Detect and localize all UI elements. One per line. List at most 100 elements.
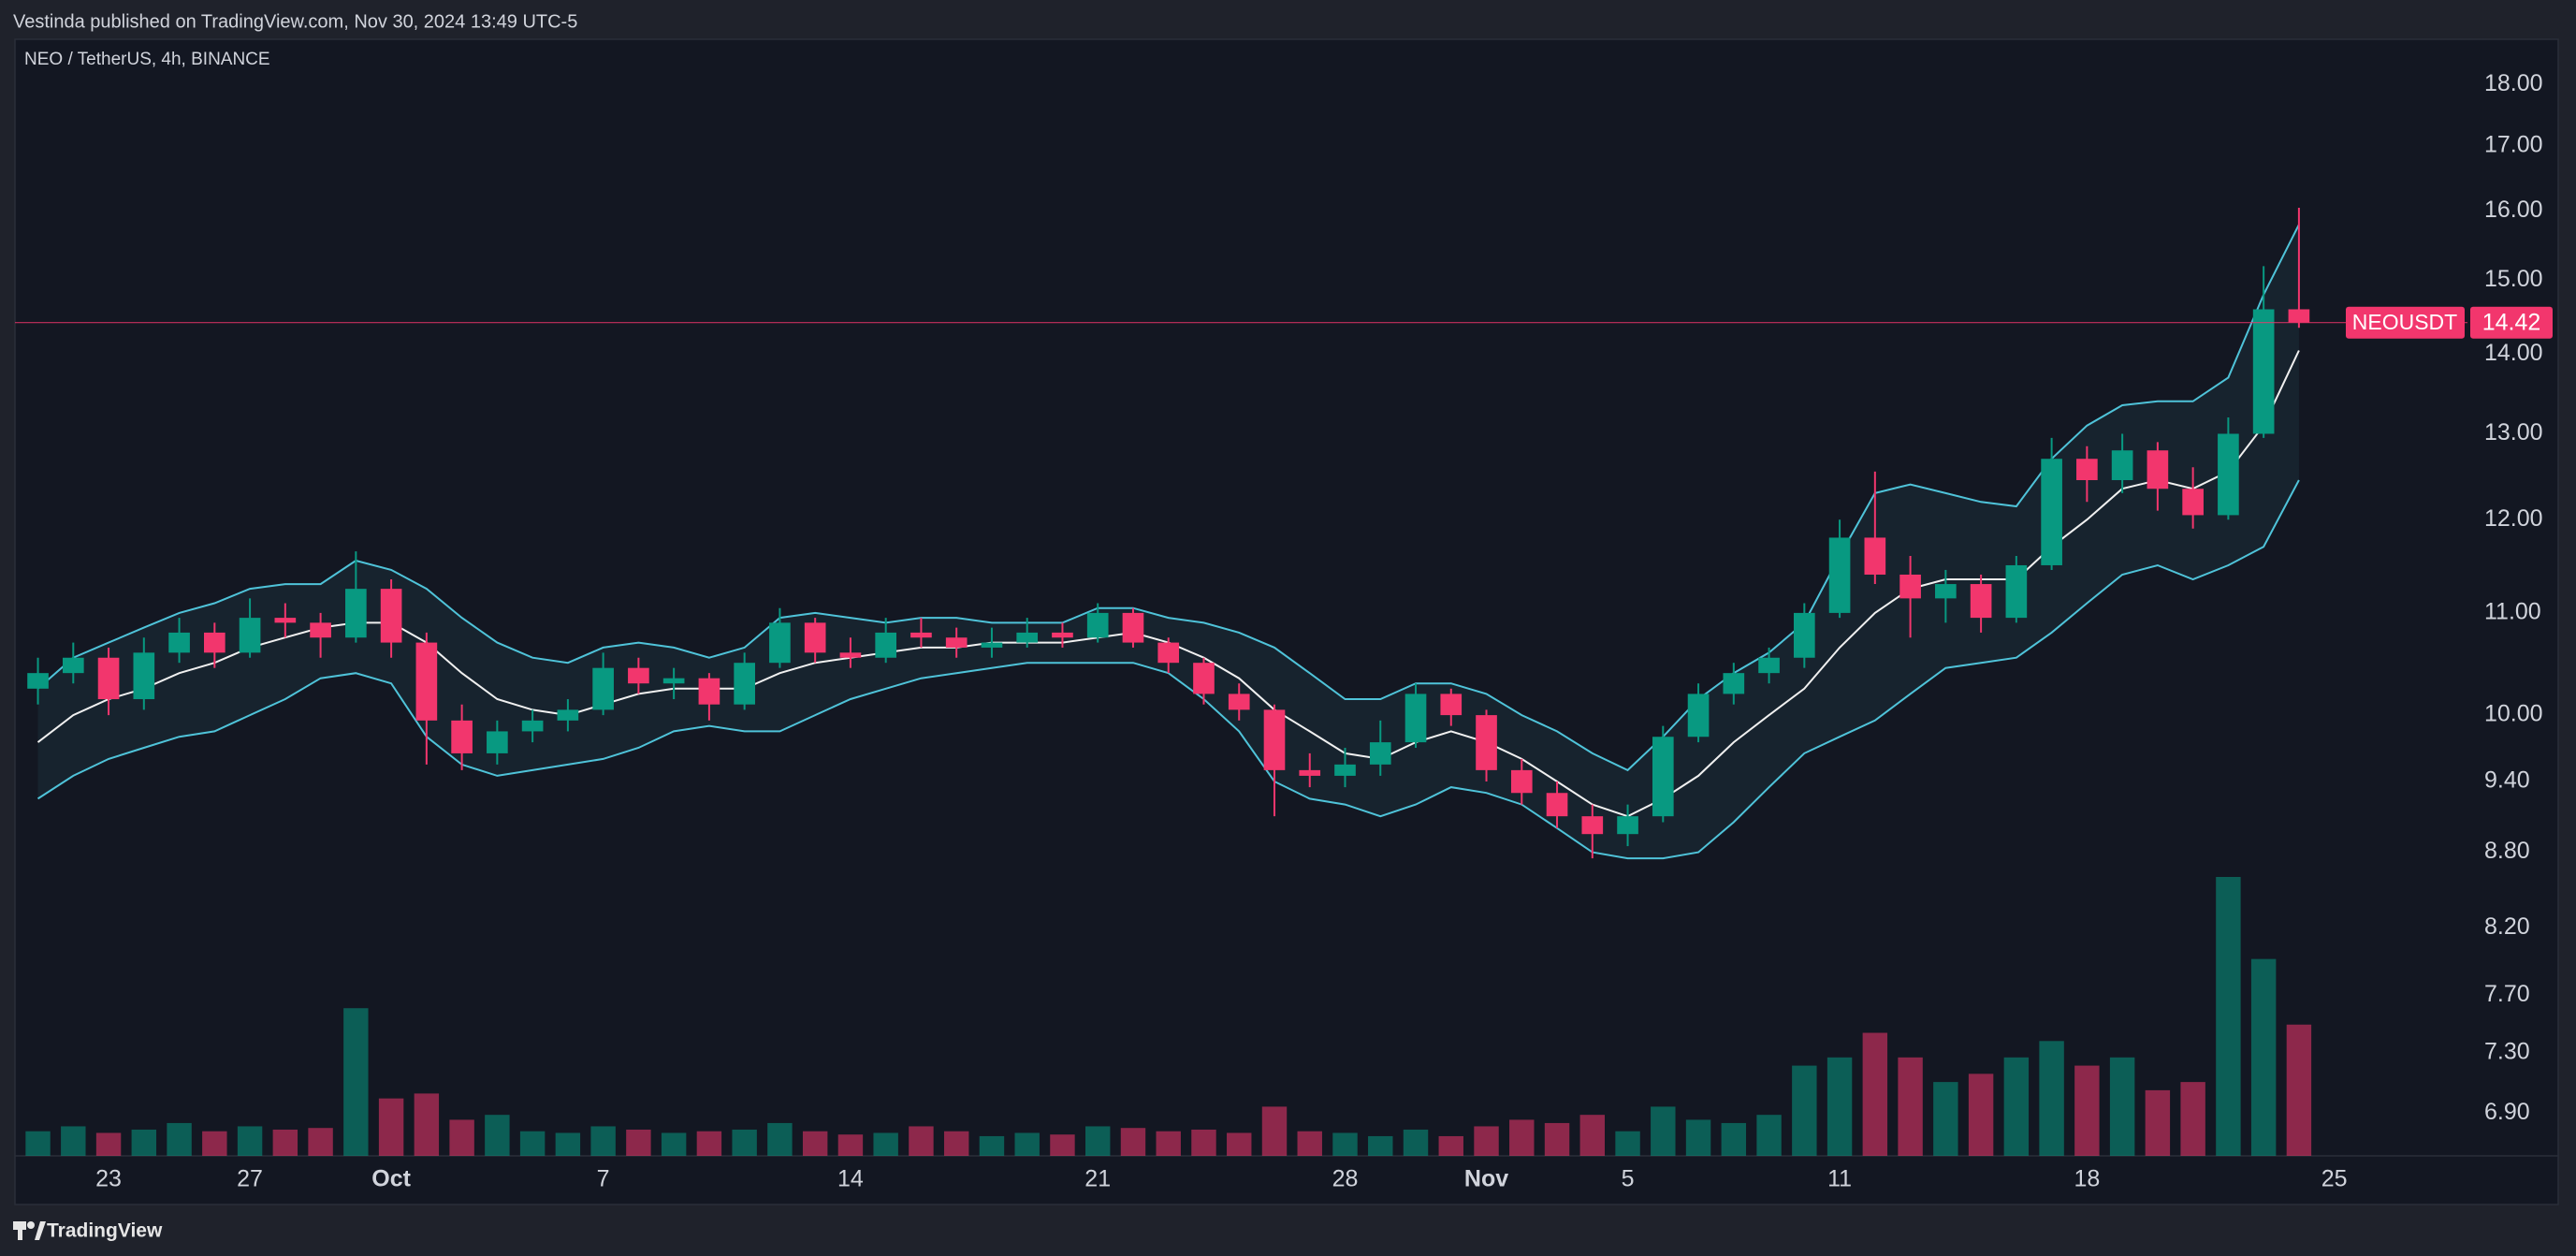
candle-body xyxy=(2005,564,2028,619)
volume-bar xyxy=(1084,1126,1111,1156)
candle-body xyxy=(521,720,544,732)
volume-bar xyxy=(131,1129,157,1156)
y-tick-label: 18.00 xyxy=(2484,70,2543,96)
candle-body xyxy=(875,632,897,658)
candle-body xyxy=(1581,816,1604,835)
y-tick-label: 11.00 xyxy=(2484,598,2541,624)
y-tick-label: 7.70 xyxy=(2484,981,2530,1007)
volume-bar xyxy=(2250,958,2277,1156)
candle-body xyxy=(451,720,473,753)
candle-body xyxy=(1828,537,1851,613)
x-tick-label: Nov xyxy=(1464,1166,1508,1192)
bollinger-lower xyxy=(36,479,2300,860)
volume-bar xyxy=(1368,1135,1393,1156)
volume-bar xyxy=(1898,1057,1923,1156)
candle-body xyxy=(415,642,438,721)
volume-bar xyxy=(308,1128,333,1156)
volume-bar xyxy=(2145,1089,2171,1156)
candle-body xyxy=(910,632,932,638)
volume-bar xyxy=(1120,1128,1146,1156)
volume-bar xyxy=(1297,1131,1322,1156)
x-tick-label: 18 xyxy=(2074,1166,2100,1192)
candle-body xyxy=(945,637,968,648)
volume-bar xyxy=(2286,1024,2312,1156)
volume-bar xyxy=(202,1131,227,1156)
volume-bar xyxy=(343,1008,369,1156)
volume-bar xyxy=(1685,1119,1711,1156)
candle-body xyxy=(769,622,791,664)
y-tick-label: 13.00 xyxy=(2484,419,2543,445)
candle-body xyxy=(380,589,402,643)
candle-body xyxy=(1228,694,1250,710)
x-tick-label: Oct xyxy=(371,1166,411,1192)
volume-bar xyxy=(590,1126,616,1156)
candle-body xyxy=(662,678,685,684)
volume-bar xyxy=(2109,1057,2135,1156)
candle-body xyxy=(1404,694,1427,743)
x-tick-label: 23 xyxy=(95,1166,122,1192)
y-tick-label: 7.30 xyxy=(2484,1038,2530,1064)
candle-body xyxy=(2218,433,2239,516)
volume-bar xyxy=(1438,1135,1463,1156)
bollinger-upper xyxy=(36,224,2300,772)
y-tick-label: 14.00 xyxy=(2484,340,2543,366)
candle-body xyxy=(1546,793,1568,817)
volume-bar xyxy=(1968,1073,1994,1156)
candle-body xyxy=(310,622,331,638)
candle-body xyxy=(239,618,261,653)
volume-bar xyxy=(2180,1082,2205,1156)
x-tick-label: 5 xyxy=(1622,1166,1635,1192)
y-tick-label: 9.40 xyxy=(2484,767,2530,794)
volume-bar xyxy=(1579,1115,1606,1156)
symbol-label-box xyxy=(2346,306,2465,339)
volume-bar xyxy=(732,1129,757,1156)
volume-bar xyxy=(2216,877,2241,1156)
volume-bar xyxy=(167,1122,192,1156)
volume-bar xyxy=(2003,1057,2030,1156)
plot-area: 18.00 17.00 16.00 15.00 14.00 13.00 12.00 11.00… xyxy=(15,70,2553,1192)
volume-bar xyxy=(1156,1131,1181,1156)
candle-body xyxy=(168,632,190,653)
candle-body xyxy=(1793,612,1815,658)
y-tick-label: 8.80 xyxy=(2484,838,2530,864)
volume-bar xyxy=(661,1132,687,1156)
candle-body xyxy=(133,652,155,700)
x-tick-label: 7 xyxy=(597,1166,610,1192)
volume-bar xyxy=(837,1134,864,1156)
candle-body xyxy=(1263,709,1286,770)
volume-bar xyxy=(1191,1129,1216,1156)
candle-body xyxy=(1652,737,1674,817)
volume-bar xyxy=(1261,1106,1288,1156)
volume-bar xyxy=(1227,1132,1252,1156)
volume-bar xyxy=(1615,1131,1640,1156)
price-label: 14.42 xyxy=(2482,309,2541,335)
candle-body xyxy=(2288,309,2310,323)
x-tick-label: 27 xyxy=(237,1166,263,1192)
volume-bar xyxy=(802,1131,828,1156)
x-tick-label: 14 xyxy=(837,1166,864,1192)
volume-bar xyxy=(626,1129,651,1156)
logo-part xyxy=(35,1221,46,1240)
x-tick-label: 11 xyxy=(1827,1166,1852,1192)
candle-body xyxy=(97,657,120,700)
tradingview-logo xyxy=(13,1221,46,1240)
candle-body xyxy=(1864,537,1886,575)
candle-body xyxy=(1016,632,1039,643)
chart-pane xyxy=(14,38,2559,1205)
volume-bar xyxy=(1651,1106,1676,1156)
volume-bar xyxy=(1756,1115,1782,1156)
volume-bar xyxy=(1933,1082,1958,1156)
volume-bar xyxy=(1544,1122,1570,1156)
volume-bar xyxy=(873,1132,898,1156)
candle-body xyxy=(628,667,649,684)
volume-bar xyxy=(1050,1134,1075,1156)
volume-bar xyxy=(61,1126,86,1156)
volume-bar xyxy=(1014,1132,1040,1156)
volume-bar xyxy=(485,1115,510,1156)
x-tick-label: 28 xyxy=(1332,1166,1359,1192)
volume-bar xyxy=(95,1132,122,1156)
volume-bar xyxy=(1474,1126,1499,1156)
volume-bar xyxy=(2074,1065,2100,1156)
candle-body xyxy=(1970,584,1992,619)
